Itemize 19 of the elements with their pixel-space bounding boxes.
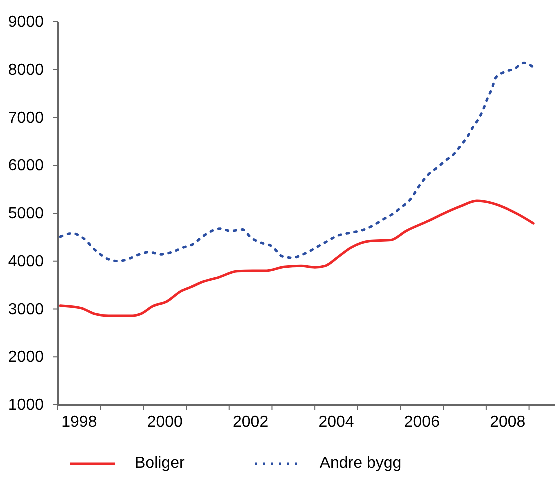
y-tick-label: 5000 bbox=[8, 206, 44, 222]
x-tick-label: 2002 bbox=[233, 414, 269, 431]
y-tick-label: 8000 bbox=[8, 62, 44, 79]
y-tick-label: 7000 bbox=[8, 110, 44, 127]
y-tick-label: 4000 bbox=[8, 253, 44, 270]
x-tick-label: 2006 bbox=[404, 414, 440, 431]
legend-label: Boliger bbox=[135, 455, 185, 473]
y-tick-label: 1000 bbox=[8, 397, 44, 414]
y-tick-label: 9000 bbox=[8, 14, 44, 31]
x-tick-label: 2000 bbox=[147, 414, 184, 431]
x-tick-label: 2008 bbox=[490, 414, 526, 431]
line-series bbox=[59, 62, 535, 263]
x-tick-label: 2004 bbox=[318, 414, 354, 431]
line-series bbox=[59, 200, 535, 318]
x-tick-label: 1998 bbox=[62, 414, 98, 431]
y-tick-label: 3000 bbox=[8, 301, 44, 318]
y-tick-label: 6000 bbox=[8, 158, 44, 175]
legend-label: Andre bygg bbox=[320, 455, 402, 473]
y-tick-label: 2000 bbox=[8, 349, 44, 366]
